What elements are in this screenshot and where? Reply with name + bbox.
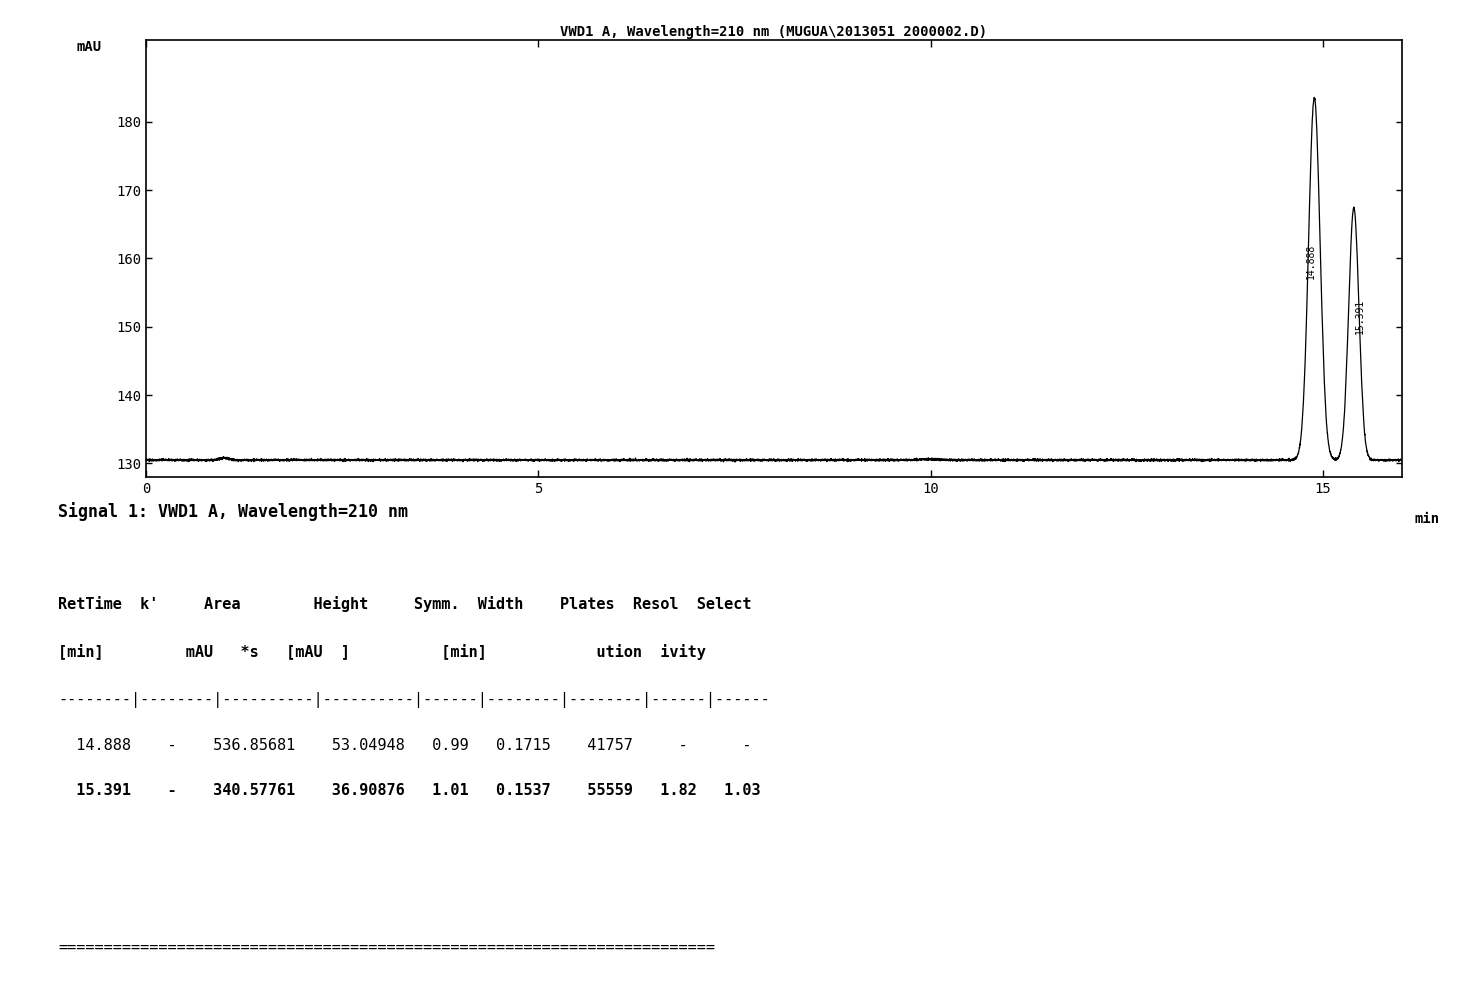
Text: 14.888    -    536.85681    53.04948   0.99   0.1715    41757     -      -: 14.888 - 536.85681 53.04948 0.99 0.1715 … [58, 738, 752, 752]
Text: [min]         mAU   *s   [mAU  ]          [min]            ution  ivity: [min] mAU *s [mAU ] [min] ution ivity [58, 644, 707, 660]
Text: 15.391: 15.391 [1355, 298, 1365, 334]
Text: min: min [1415, 512, 1440, 526]
Text: Signal 1: VWD1 A, Wavelength=210 nm: Signal 1: VWD1 A, Wavelength=210 nm [58, 502, 409, 521]
Title: VWD1 A, Wavelength=210 nm (MUGUA\2013051 2000002.D): VWD1 A, Wavelength=210 nm (MUGUA\2013051… [561, 25, 987, 39]
Text: 14.888: 14.888 [1307, 244, 1317, 278]
Text: mAU: mAU [77, 40, 102, 54]
Text: --------|--------|----------|----------|------|--------|--------|------|------: --------|--------|----------|----------|… [58, 692, 771, 708]
Text: RetTime  k'     Area        Height     Symm.  Width    Plates  Resol  Select: RetTime k' Area Height Symm. Width Plate… [58, 596, 752, 612]
Text: 15.391    -    340.57761    36.90876   1.01   0.1537    55559   1.82   1.03: 15.391 - 340.57761 36.90876 1.01 0.1537 … [58, 783, 761, 798]
Text: ========================================================================: ========================================… [58, 939, 715, 954]
